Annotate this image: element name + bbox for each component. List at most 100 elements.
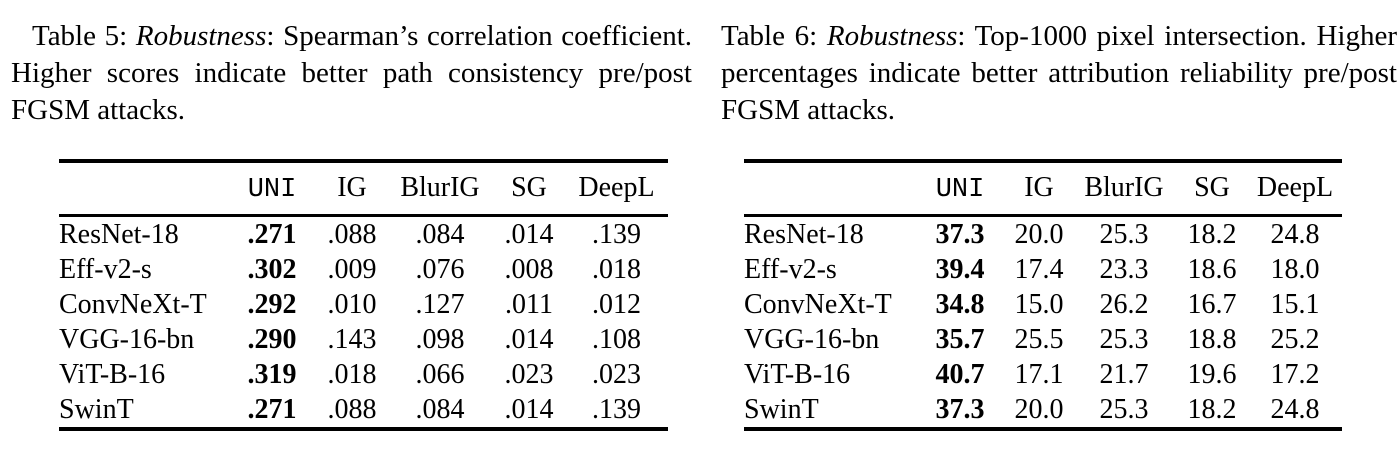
value-cell: 20.0 (1014, 394, 1064, 425)
model-cell: VGG-16-bn (59, 324, 195, 355)
table-row: ConvNeXt-T 34.8 15.0 26.2 16.7 15.1 (744, 287, 1342, 322)
table-row: SwinT .271 .088 .084 .014 .139 (59, 392, 668, 429)
value-cell: 18.2 (1187, 219, 1237, 250)
table-row: VGG-16-bn .290 .143 .098 .014 .108 (59, 322, 668, 357)
value-cell: 25.2 (1270, 324, 1320, 355)
column-header-blurig: BlurIG (387, 161, 493, 217)
model-cell: ViT-B-16 (744, 359, 851, 390)
value-cell: .088 (327, 219, 377, 250)
model-cell: Eff-v2-s (59, 254, 152, 285)
model-cell: ConvNeXt-T (59, 289, 207, 320)
value-cell: .127 (415, 289, 465, 320)
empty-header-cell (744, 161, 914, 217)
value-cell-uni: 37.3 (935, 394, 985, 425)
table5-header: UNI IG BlurIG SG DeepL (59, 161, 668, 217)
value-cell: .009 (327, 254, 377, 285)
value-cell-uni: 34.8 (935, 289, 985, 320)
column-header-ig: IG (317, 161, 387, 217)
value-cell: .018 (592, 254, 641, 285)
table-row: ViT-B-16 .319 .018 .066 .023 .023 (59, 357, 668, 392)
table5-block: Table 5: Robustness: Spearman’s correlat… (11, 18, 692, 431)
table5: UNI IG BlurIG SG DeepL ResNet-18 .271 .0… (59, 159, 668, 431)
value-cell: 18.2 (1187, 394, 1237, 425)
value-cell-uni: .290 (247, 324, 297, 355)
value-cell: 18.0 (1270, 254, 1320, 285)
column-header-deepl: DeepL (1248, 161, 1342, 217)
value-cell: 26.2 (1099, 289, 1149, 320)
value-cell: 17.2 (1270, 359, 1320, 390)
value-cell: .014 (504, 219, 554, 250)
value-cell: .088 (327, 394, 377, 425)
table5-body: ResNet-18 .271 .088 .084 .014 .139 Eff-v… (59, 216, 668, 430)
column-header-sg: SG (1176, 161, 1248, 217)
value-cell: 25.5 (1014, 324, 1064, 355)
model-cell: ViT-B-16 (59, 359, 166, 390)
value-cell: 17.1 (1014, 359, 1064, 390)
table-row: Eff-v2-s .302 .009 .076 .008 .018 (59, 252, 668, 287)
value-cell-uni: 39.4 (935, 254, 985, 285)
value-cell: 19.6 (1187, 359, 1237, 390)
table6-caption-text: : Top-1000 pixel intersection. Higher pe… (721, 20, 1397, 126)
value-cell: 15.1 (1270, 289, 1320, 320)
table6-caption-label: Table 6: (721, 20, 827, 52)
value-cell: .108 (592, 324, 641, 355)
table-row: ConvNeXt-T .292 .010 .127 .011 .012 (59, 287, 668, 322)
value-cell: .023 (504, 359, 554, 390)
value-cell: 20.0 (1014, 219, 1064, 250)
model-cell: SwinT (59, 394, 134, 425)
table6-header: UNI IG BlurIG SG DeepL (744, 161, 1342, 217)
value-cell: .018 (327, 359, 377, 390)
model-cell: VGG-16-bn (744, 324, 880, 355)
value-cell-uni: 40.7 (935, 359, 985, 390)
value-cell: 15.0 (1014, 289, 1064, 320)
value-cell: .014 (504, 324, 554, 355)
table-row: ViT-B-16 40.7 17.1 21.7 19.6 17.2 (744, 357, 1342, 392)
value-cell: 18.8 (1187, 324, 1237, 355)
table5-caption-text: : Spearman’s correlation coefficient. Hi… (11, 20, 693, 126)
value-cell: 23.3 (1099, 254, 1149, 285)
table-row: SwinT 37.3 20.0 25.3 18.2 24.8 (744, 392, 1342, 429)
empty-header-cell (59, 161, 227, 217)
value-cell: .012 (592, 289, 641, 320)
table5-caption-label: Table 5: (32, 20, 136, 52)
model-cell: SwinT (744, 394, 819, 425)
value-cell: .076 (415, 254, 465, 285)
model-cell: Eff-v2-s (744, 254, 837, 285)
value-cell: 17.4 (1014, 254, 1064, 285)
table-row: ResNet-18 .271 .088 .084 .014 .139 (59, 216, 668, 253)
value-cell-uni: .271 (247, 219, 297, 250)
column-header-ig: IG (1006, 161, 1072, 217)
column-header-uni: UNI (914, 161, 1006, 217)
value-cell: .023 (592, 359, 641, 390)
table5-caption: Table 5: Robustness: Spearman’s correlat… (11, 18, 692, 129)
value-cell-uni: .319 (247, 359, 297, 390)
value-cell: .139 (592, 394, 641, 425)
column-header-blurig: BlurIG (1072, 161, 1176, 217)
value-cell: .011 (505, 289, 553, 320)
value-cell: .098 (415, 324, 465, 355)
column-header-sg: SG (493, 161, 565, 217)
value-cell-uni: 37.3 (935, 219, 985, 250)
value-cell: 16.7 (1187, 289, 1237, 320)
value-cell: .084 (415, 394, 465, 425)
value-cell-uni: .292 (247, 289, 297, 320)
table6-caption-emphasis: Robustness (826, 20, 958, 52)
value-cell: 24.8 (1270, 219, 1320, 250)
header-row: UNI IG BlurIG SG DeepL (59, 161, 668, 217)
table6-caption: Table 6: Robustness: Top-1000 pixel inte… (721, 18, 1397, 129)
value-cell-uni: 35.7 (935, 324, 985, 355)
value-cell: 25.3 (1099, 394, 1149, 425)
column-header-uni: UNI (227, 161, 317, 217)
table5-caption-emphasis: Robustness (135, 20, 267, 52)
value-cell: .010 (327, 289, 377, 320)
value-cell: 21.7 (1099, 359, 1149, 390)
table6: UNI IG BlurIG SG DeepL ResNet-18 37.3 20… (744, 159, 1342, 431)
value-cell-uni: .271 (247, 394, 297, 425)
value-cell: .066 (415, 359, 465, 390)
value-cell: .014 (504, 394, 554, 425)
model-cell: ResNet-18 (59, 219, 179, 250)
value-cell-uni: .302 (247, 254, 297, 285)
value-cell: 25.3 (1099, 219, 1149, 250)
value-cell: .139 (592, 219, 641, 250)
column-header-deepl: DeepL (565, 161, 668, 217)
